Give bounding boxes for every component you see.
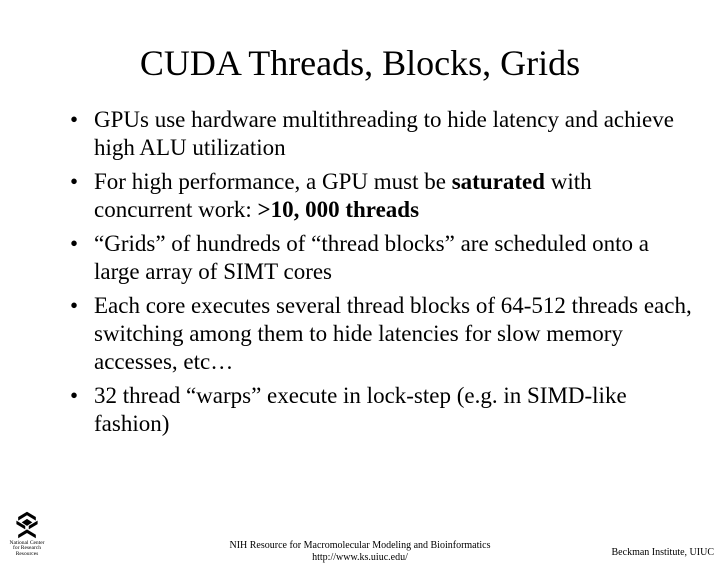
bullet-text: Each core executes several thread blocks… xyxy=(94,293,692,374)
bullet-text: GPUs use hardware multithreading to hide… xyxy=(94,107,674,160)
logo-caption: National Center for Research Resources xyxy=(8,541,46,558)
bullet-list: GPUs use hardware multithreading to hide… xyxy=(70,106,694,439)
logo-icon xyxy=(8,510,46,540)
footer-right: Beckman Institute, UIUC xyxy=(612,547,714,558)
bullet-text: 32 thread “warps” execute in lock-step (… xyxy=(94,383,627,436)
logo: National Center for Research Resources xyxy=(8,510,46,558)
slide: CUDA Threads, Blocks, Grids GPUs use har… xyxy=(0,42,720,582)
slide-title: CUDA Threads, Blocks, Grids xyxy=(0,42,720,84)
bullet-bold: saturated xyxy=(452,169,545,194)
bullet-text: “Grids” of hundreds of “thread blocks” a… xyxy=(94,231,649,284)
bullet-item: GPUs use hardware multithreading to hide… xyxy=(70,106,694,162)
footer-center-line2: http://www.ks.uiuc.edu/ xyxy=(180,552,540,564)
footer-center-line1: NIH Resource for Macromolecular Modeling… xyxy=(180,540,540,552)
bullet-item: 32 thread “warps” execute in lock-step (… xyxy=(70,382,694,438)
footer-center: NIH Resource for Macromolecular Modeling… xyxy=(180,540,540,564)
bullet-text: For high performance, a GPU must be xyxy=(94,169,452,194)
bullet-item: Each core executes several thread blocks… xyxy=(70,292,694,376)
bullet-item: For high performance, a GPU must be satu… xyxy=(70,168,694,224)
bullet-bold: >10, 000 threads xyxy=(258,197,420,222)
bullet-item: “Grids” of hundreds of “thread blocks” a… xyxy=(70,230,694,286)
